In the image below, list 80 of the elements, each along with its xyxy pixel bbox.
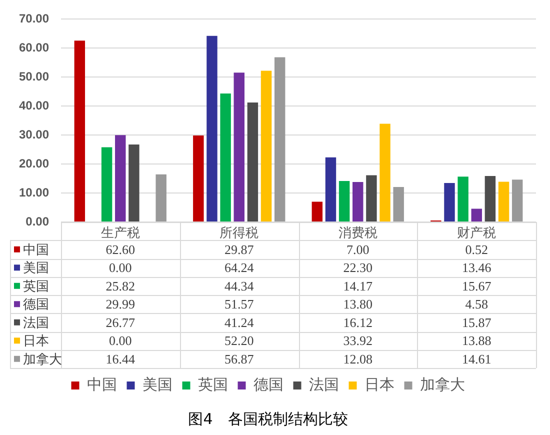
y-tick-label: 50.00: [18, 69, 50, 84]
y-tick-label: 70.00: [18, 12, 50, 26]
bar: [366, 175, 377, 222]
data-label: 29.99: [106, 296, 135, 312]
bar: [156, 174, 166, 222]
legend-label: 加拿大: [420, 375, 465, 394]
y-tick-label: 60.00: [18, 40, 50, 54]
data-label: 14.61: [462, 351, 492, 366]
data-label: 13.46: [462, 260, 492, 276]
x-tick-label: 所得税: [220, 226, 259, 242]
data-label: 7.00: [346, 242, 370, 257]
bar: [101, 147, 112, 222]
data-label: 56.87: [224, 351, 254, 366]
data-label: 44.34: [224, 278, 254, 294]
data-label: 15.67: [462, 278, 492, 294]
y-tick-label: 10.00: [18, 185, 50, 200]
text: 法国: [308, 375, 339, 394]
bar: [338, 180, 350, 222]
bar: [352, 182, 364, 222]
data-label: 16.12: [343, 314, 372, 330]
data-label: 64.24: [224, 260, 254, 276]
bar: [74, 40, 86, 222]
text: 日本: [23, 334, 49, 349]
legend-label: 美国: [142, 375, 172, 394]
bar: [458, 176, 468, 222]
text: 中国: [86, 375, 117, 394]
data-label: 26.77: [106, 314, 136, 330]
data-label: 13.80: [343, 296, 372, 312]
data-label: 52.20: [224, 333, 254, 348]
data-label: 62.60: [106, 242, 135, 257]
text: 加拿大: [23, 352, 62, 368]
legend-label: 日本: [364, 375, 394, 394]
text: 英国: [198, 375, 228, 394]
bar: [206, 36, 218, 222]
data-label: 25.82: [106, 278, 135, 294]
bar: [512, 180, 523, 222]
legend-label: 中国: [23, 242, 49, 258]
bar: [193, 135, 204, 222]
data-label: 0.00: [109, 333, 132, 348]
text: 德国: [253, 375, 284, 394]
data-label: 4.58: [465, 296, 488, 312]
bar: [471, 208, 482, 222]
data-label: 14.17: [343, 278, 373, 294]
bar: [498, 182, 510, 222]
data-label: 13.88: [462, 333, 492, 348]
bar: [115, 135, 126, 222]
data-label: 0.00: [109, 260, 132, 276]
bar: [247, 102, 258, 222]
bar: [444, 183, 455, 222]
x-tick-label: 生产税: [100, 226, 140, 242]
y-tick-label: 30.00: [18, 127, 50, 142]
data-label: 41.24: [224, 314, 254, 330]
y-tick-label: 20.00: [18, 156, 50, 170]
bar: [325, 157, 336, 222]
bar: [484, 176, 496, 222]
x-tick-label: 财产税: [457, 226, 496, 242]
x-tick-label: 消费税: [338, 226, 378, 242]
legend-label: 法国: [23, 316, 49, 331]
text: 图4 各国税制结构比较: [188, 410, 348, 428]
data-label: 0.52: [465, 242, 488, 257]
data-label: 51.57: [224, 296, 254, 312]
legend-label: 德国: [23, 298, 49, 312]
bar: [380, 124, 390, 222]
bar: [260, 70, 272, 222]
bar: [234, 72, 244, 222]
bar: [220, 94, 231, 222]
data-label: 15.87: [462, 314, 492, 330]
legend-label: 英国: [23, 279, 49, 294]
data-label: 16.44: [106, 351, 136, 366]
bar: [128, 144, 140, 222]
data-label: 29.87: [224, 242, 254, 257]
y-tick-label: 0.00: [26, 214, 50, 228]
data-label: 12.08: [343, 351, 372, 366]
bar: [312, 202, 323, 222]
data-label: 33.92: [343, 333, 372, 348]
data-label: 22.30: [343, 260, 372, 276]
y-tick-label: 40.00: [18, 98, 50, 112]
text: 美国: [23, 261, 49, 276]
bar: [393, 187, 404, 222]
bar: [274, 57, 286, 222]
